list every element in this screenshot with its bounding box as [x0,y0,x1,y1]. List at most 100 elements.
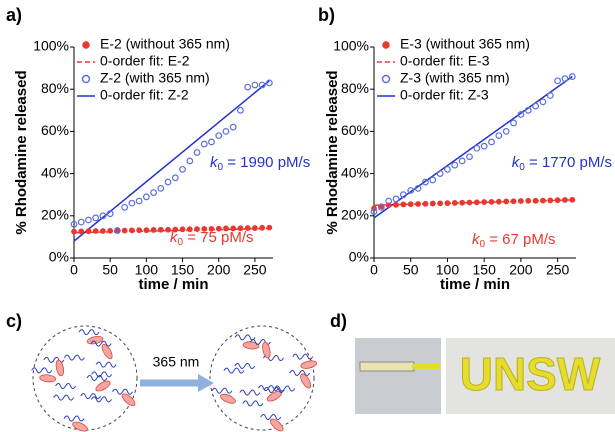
annotation-symbol: k [170,229,179,246]
polymer-chain [53,394,75,401]
data-point [208,225,215,232]
annotation-symbol: k [210,154,219,171]
data-point [370,208,378,215]
polymer-chain [78,329,100,336]
y-tick-label: 40% [41,164,69,180]
data-point [85,228,92,235]
data-point [451,200,458,206]
annotation-subscript: 0 [480,239,486,250]
data-point [251,81,259,89]
annotation-text: = 67 pM/s [485,231,555,248]
polymer-chain [239,389,261,396]
y-tick-label: 0% [349,249,369,265]
data-point [524,106,532,114]
data-point [165,226,171,233]
polymer-chain [55,383,77,389]
legend-label: Z-3 (with 365 nm) [400,70,510,86]
diagram: 365 nm [31,325,317,432]
data-point [215,132,223,140]
data-point [399,191,407,199]
data-point [150,227,157,233]
data-point [481,199,488,205]
data-point [466,199,473,206]
data-point [488,138,495,146]
data-point [525,197,532,204]
syringe [359,361,415,372]
data-point [92,214,100,222]
annotation-text: = 75 pM/s [183,229,253,246]
data-point [510,198,517,205]
data-point [568,73,576,80]
y-tick-label: 80% [341,80,369,96]
data-point [561,75,569,83]
polymer-chain [292,353,314,360]
annotation: k0 = 1990 pM/s [210,154,310,173]
data-point [70,220,78,228]
particle-after [209,325,315,431]
legend-marker [382,41,390,49]
legend-marker [81,74,91,84]
data-point [451,161,459,169]
panel-label: c) [6,311,22,331]
legend-label: 0-order fit: Z-3 [400,87,489,103]
data-point [554,77,562,85]
y-tick-label: 100% [333,38,369,54]
data-point [114,227,121,234]
panel-label: b) [318,5,335,25]
dye-particle [262,341,271,359]
data-point [407,201,414,208]
data-point [107,227,114,234]
data-point [157,184,165,192]
dye-particle [220,393,236,404]
x-tick-label: 150 [473,262,497,278]
data-point [164,178,172,186]
gel-writing: UNSW [460,348,601,400]
data-point [157,226,164,233]
data-point [71,228,77,235]
data-point [532,102,539,110]
polymer-chain [234,363,256,369]
x-tick-label: 0 [370,262,378,278]
data-point [143,227,150,234]
fit-line [373,75,573,219]
legend-marker [381,74,391,84]
data-point [230,225,237,232]
arrow-label: 365 nm [153,354,200,370]
data-point [385,197,393,205]
y-axis-title: % Rhodamine released [13,70,30,234]
panel-label: d) [330,311,347,331]
data-point [193,149,201,156]
y-tick-label: 20% [341,207,369,223]
polymer-chain [263,387,285,393]
polymer-chain [91,371,113,378]
data-point [258,81,266,89]
data-point [444,165,451,173]
dye-particle [72,421,88,432]
polymer-chain [274,385,296,392]
data-point [495,132,503,140]
data-point [237,225,244,232]
data-point [422,200,429,207]
photo-gel [446,338,615,414]
data-point [85,216,92,224]
data-point [78,228,85,235]
polymer-chain [260,414,282,421]
legend-label: 0-order fit: Z-2 [100,87,189,103]
data-point [222,127,230,135]
legend-marker [82,41,90,49]
polymer-chain [86,375,108,381]
polymer-chain [31,367,53,374]
data-point [229,123,237,131]
data-point [539,98,547,106]
annotation-symbol: k [472,231,481,248]
data-point [244,225,251,231]
dye-particle [101,344,113,360]
data-point [208,138,215,146]
data-point [480,142,488,150]
annotation-subscript: 0 [178,237,184,248]
annotation: k0 = 1770 pM/s [512,154,612,173]
data-point [562,197,568,203]
data-point [502,127,510,135]
data-point [265,79,273,87]
data-point [136,227,143,234]
